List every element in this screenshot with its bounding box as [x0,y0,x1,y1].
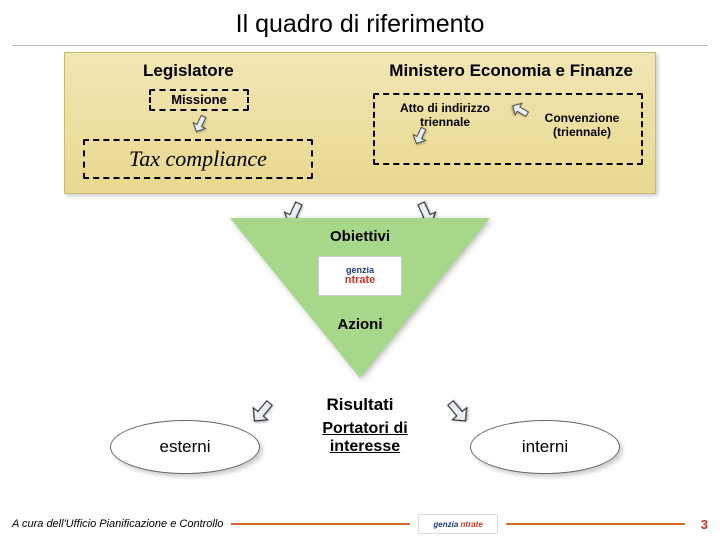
triangle-section: Obiettivi genzia ntrate Azioni [230,218,490,388]
esterni-ellipse: esterni [110,420,260,474]
portatori-line1: Portatori di [322,420,407,437]
logo-bot: ntrate [345,275,376,286]
page-number: 3 [701,517,708,532]
portatori-line2: interesse [330,438,400,455]
missione-box: Missione [149,89,249,111]
footer-rule-right [506,523,685,525]
footer-logo-top: genzia [433,520,458,529]
legislatore-header: Legislatore [143,61,234,81]
footer-rule-left [231,523,410,525]
footer-credit: A cura dell'Ufficio Pianificazione e Con… [12,518,223,530]
atto-line2: triennale [385,115,505,129]
footer-logo: genzia ntrate [418,514,498,534]
convenzione-line2: (triennale) [527,125,637,139]
footer-logo-bot: ntrate [461,520,483,529]
agenzia-entrate-logo: genzia ntrate [318,256,402,296]
esterni-label: esterni [159,437,210,457]
page-title: Il quadro di riferimento [12,0,708,46]
atto-line1: Atto di indirizzo [385,101,505,115]
interni-ellipse: interni [470,420,620,474]
tax-compliance-label: Tax compliance [129,146,267,172]
azioni-label: Azioni [230,316,490,333]
ministero-header: Ministero Economia e Finanze [389,61,633,81]
reference-panel: Legislatore Missione Tax compliance Mini… [64,52,656,194]
portatori-label: Portatori di interesse [290,420,440,455]
footer: A cura dell'Ufficio Pianificazione e Con… [12,514,708,534]
interni-label: interni [522,437,568,457]
risultati-label: Risultati [0,395,720,415]
missione-label: Missione [171,92,227,107]
obiettivi-label: Obiettivi [230,228,490,245]
tax-compliance-box: Tax compliance [83,139,313,179]
convenzione-line1: Convenzione [527,111,637,125]
